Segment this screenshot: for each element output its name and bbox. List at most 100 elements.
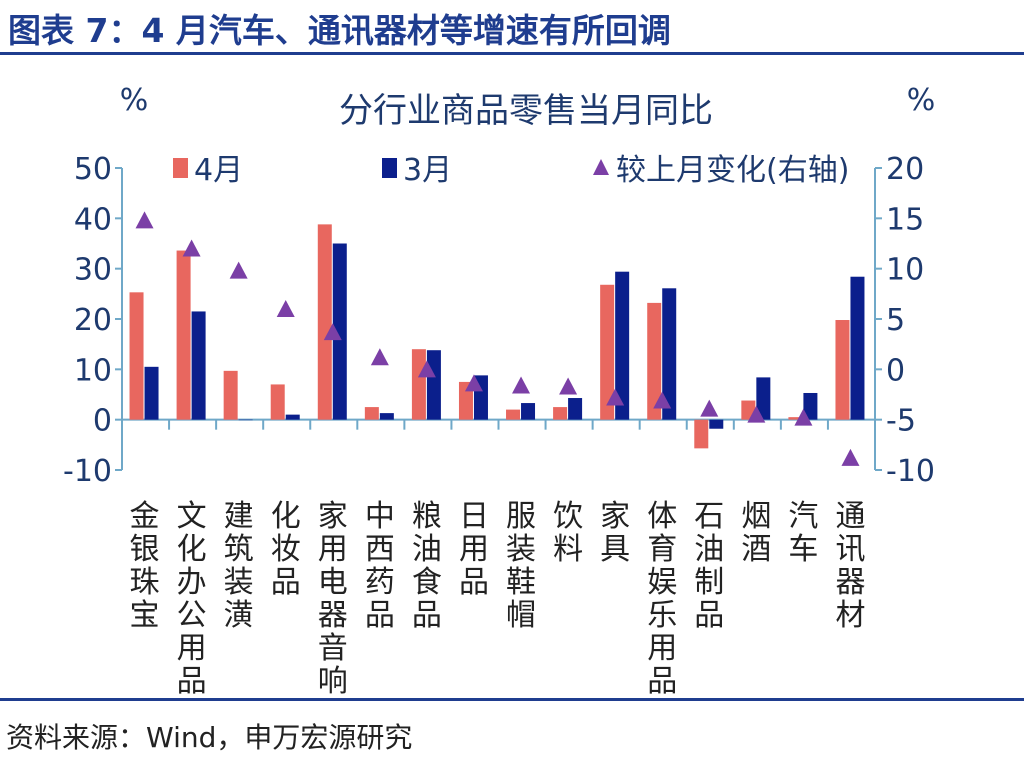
- change-marker: [512, 376, 531, 394]
- legend-swatch-apr: [173, 158, 188, 178]
- category-label: 音: [318, 631, 348, 666]
- category-label: 日: [459, 499, 489, 534]
- category-label: 公: [177, 598, 207, 633]
- right-tick-label: 0: [886, 353, 905, 388]
- category-label: 食: [412, 565, 442, 600]
- category-label: 筑: [224, 532, 254, 567]
- bar-mar: [332, 243, 347, 420]
- category-label: 珠: [130, 565, 160, 600]
- change-marker: [370, 348, 389, 366]
- right-tick-label: 20: [886, 152, 924, 187]
- change-marker: [464, 374, 483, 392]
- legend-marker-change: [593, 159, 609, 175]
- category-label: 用: [647, 631, 677, 666]
- bar-mar: [285, 414, 300, 420]
- bar-apr: [270, 384, 285, 420]
- legend-swatch-mar: [382, 158, 397, 178]
- category-label: 帽: [506, 598, 536, 633]
- bar-apr: [317, 224, 332, 420]
- bar-apr: [647, 302, 662, 420]
- category-label: 办: [177, 565, 207, 600]
- left-tick-label: 30: [74, 253, 112, 288]
- category-label: 通: [835, 499, 865, 534]
- bar-apr: [694, 419, 709, 449]
- bar-apr: [411, 349, 426, 420]
- category-label: 品: [271, 565, 301, 600]
- category-label: 化: [271, 499, 301, 534]
- figure-title: 图表 7：4 月汽车、通讯器材等增速有所回调: [8, 11, 671, 50]
- category-label: 装: [506, 532, 536, 567]
- category-label: 用: [318, 532, 348, 567]
- category-label: 品: [177, 664, 207, 699]
- category-label: 中: [365, 499, 395, 534]
- bar-apr: [364, 407, 379, 420]
- category-label: 品: [412, 598, 442, 633]
- footer-rule: [0, 698, 1024, 701]
- bar-mar: [803, 392, 818, 420]
- change-marker: [182, 239, 201, 257]
- category-label: 品: [647, 664, 677, 699]
- category-label: 器: [835, 565, 865, 600]
- left-tick-label: 0: [93, 404, 112, 439]
- change-marker: [559, 377, 578, 395]
- category-label: 料: [553, 532, 583, 567]
- category-label: 品: [694, 598, 724, 633]
- left-tick-label: 20: [74, 303, 112, 338]
- left-tick-label: 10: [74, 353, 112, 388]
- right-tick-label: -10: [886, 454, 935, 489]
- bar-mar: [662, 288, 677, 420]
- bar-apr: [788, 417, 803, 420]
- bar-mar: [615, 271, 630, 420]
- bar-mar: [191, 311, 206, 420]
- change-marker: [700, 399, 719, 417]
- category-label: 妆: [271, 532, 301, 567]
- change-marker: [747, 405, 766, 423]
- legend-label-apr: 4月: [194, 153, 243, 188]
- bar-mar: [709, 419, 724, 429]
- change-marker: [606, 388, 625, 406]
- change-marker: [276, 299, 295, 317]
- bar-mar: [426, 350, 441, 420]
- category-label: 用: [177, 631, 207, 666]
- legend-label-change: 较上月变化(右轴): [616, 153, 849, 188]
- change-marker: [417, 360, 436, 378]
- left-tick-label: 50: [74, 152, 112, 187]
- category-label: 烟: [741, 499, 771, 534]
- category-label: 粮: [412, 499, 442, 534]
- bar-mar: [568, 398, 583, 420]
- category-label: 酒: [741, 532, 771, 567]
- category-label: 制: [694, 565, 724, 600]
- category-label: 石: [694, 499, 724, 534]
- category-label: 银: [130, 532, 160, 567]
- legend: 4月 3月 较上月变化(右轴): [173, 153, 849, 188]
- category-label: 家: [600, 499, 630, 534]
- source-note: 资料来源：Wind，申万宏源研究: [6, 721, 413, 754]
- category-label: 饮: [553, 499, 583, 534]
- category-label: 品: [365, 598, 395, 633]
- right-tick-label: 5: [886, 303, 905, 338]
- bar-apr: [600, 284, 615, 420]
- category-label: 响: [318, 664, 348, 699]
- bar-mar: [238, 419, 253, 421]
- category-label: 汽: [788, 499, 818, 534]
- right-tick-label: 10: [886, 253, 924, 288]
- category-label: 家: [318, 499, 348, 534]
- bar-apr: [176, 250, 191, 420]
- category-label: 电: [318, 565, 348, 600]
- bar-apr: [506, 409, 521, 420]
- category-label: 宝: [130, 598, 160, 633]
- change-marker: [323, 323, 342, 341]
- left-tick-label: 40: [74, 202, 112, 237]
- category-label: 用: [459, 532, 489, 567]
- bar-apr: [129, 292, 144, 420]
- category-label: 潢: [224, 598, 254, 633]
- header-rule: [0, 52, 1024, 55]
- category-label: 装: [224, 565, 254, 600]
- category-label: 车: [788, 532, 818, 567]
- change-marker: [229, 261, 248, 279]
- bar-apr: [835, 320, 850, 420]
- right-tick-label: 15: [886, 202, 924, 237]
- category-label: 具: [600, 532, 630, 567]
- change-marker: [841, 448, 860, 466]
